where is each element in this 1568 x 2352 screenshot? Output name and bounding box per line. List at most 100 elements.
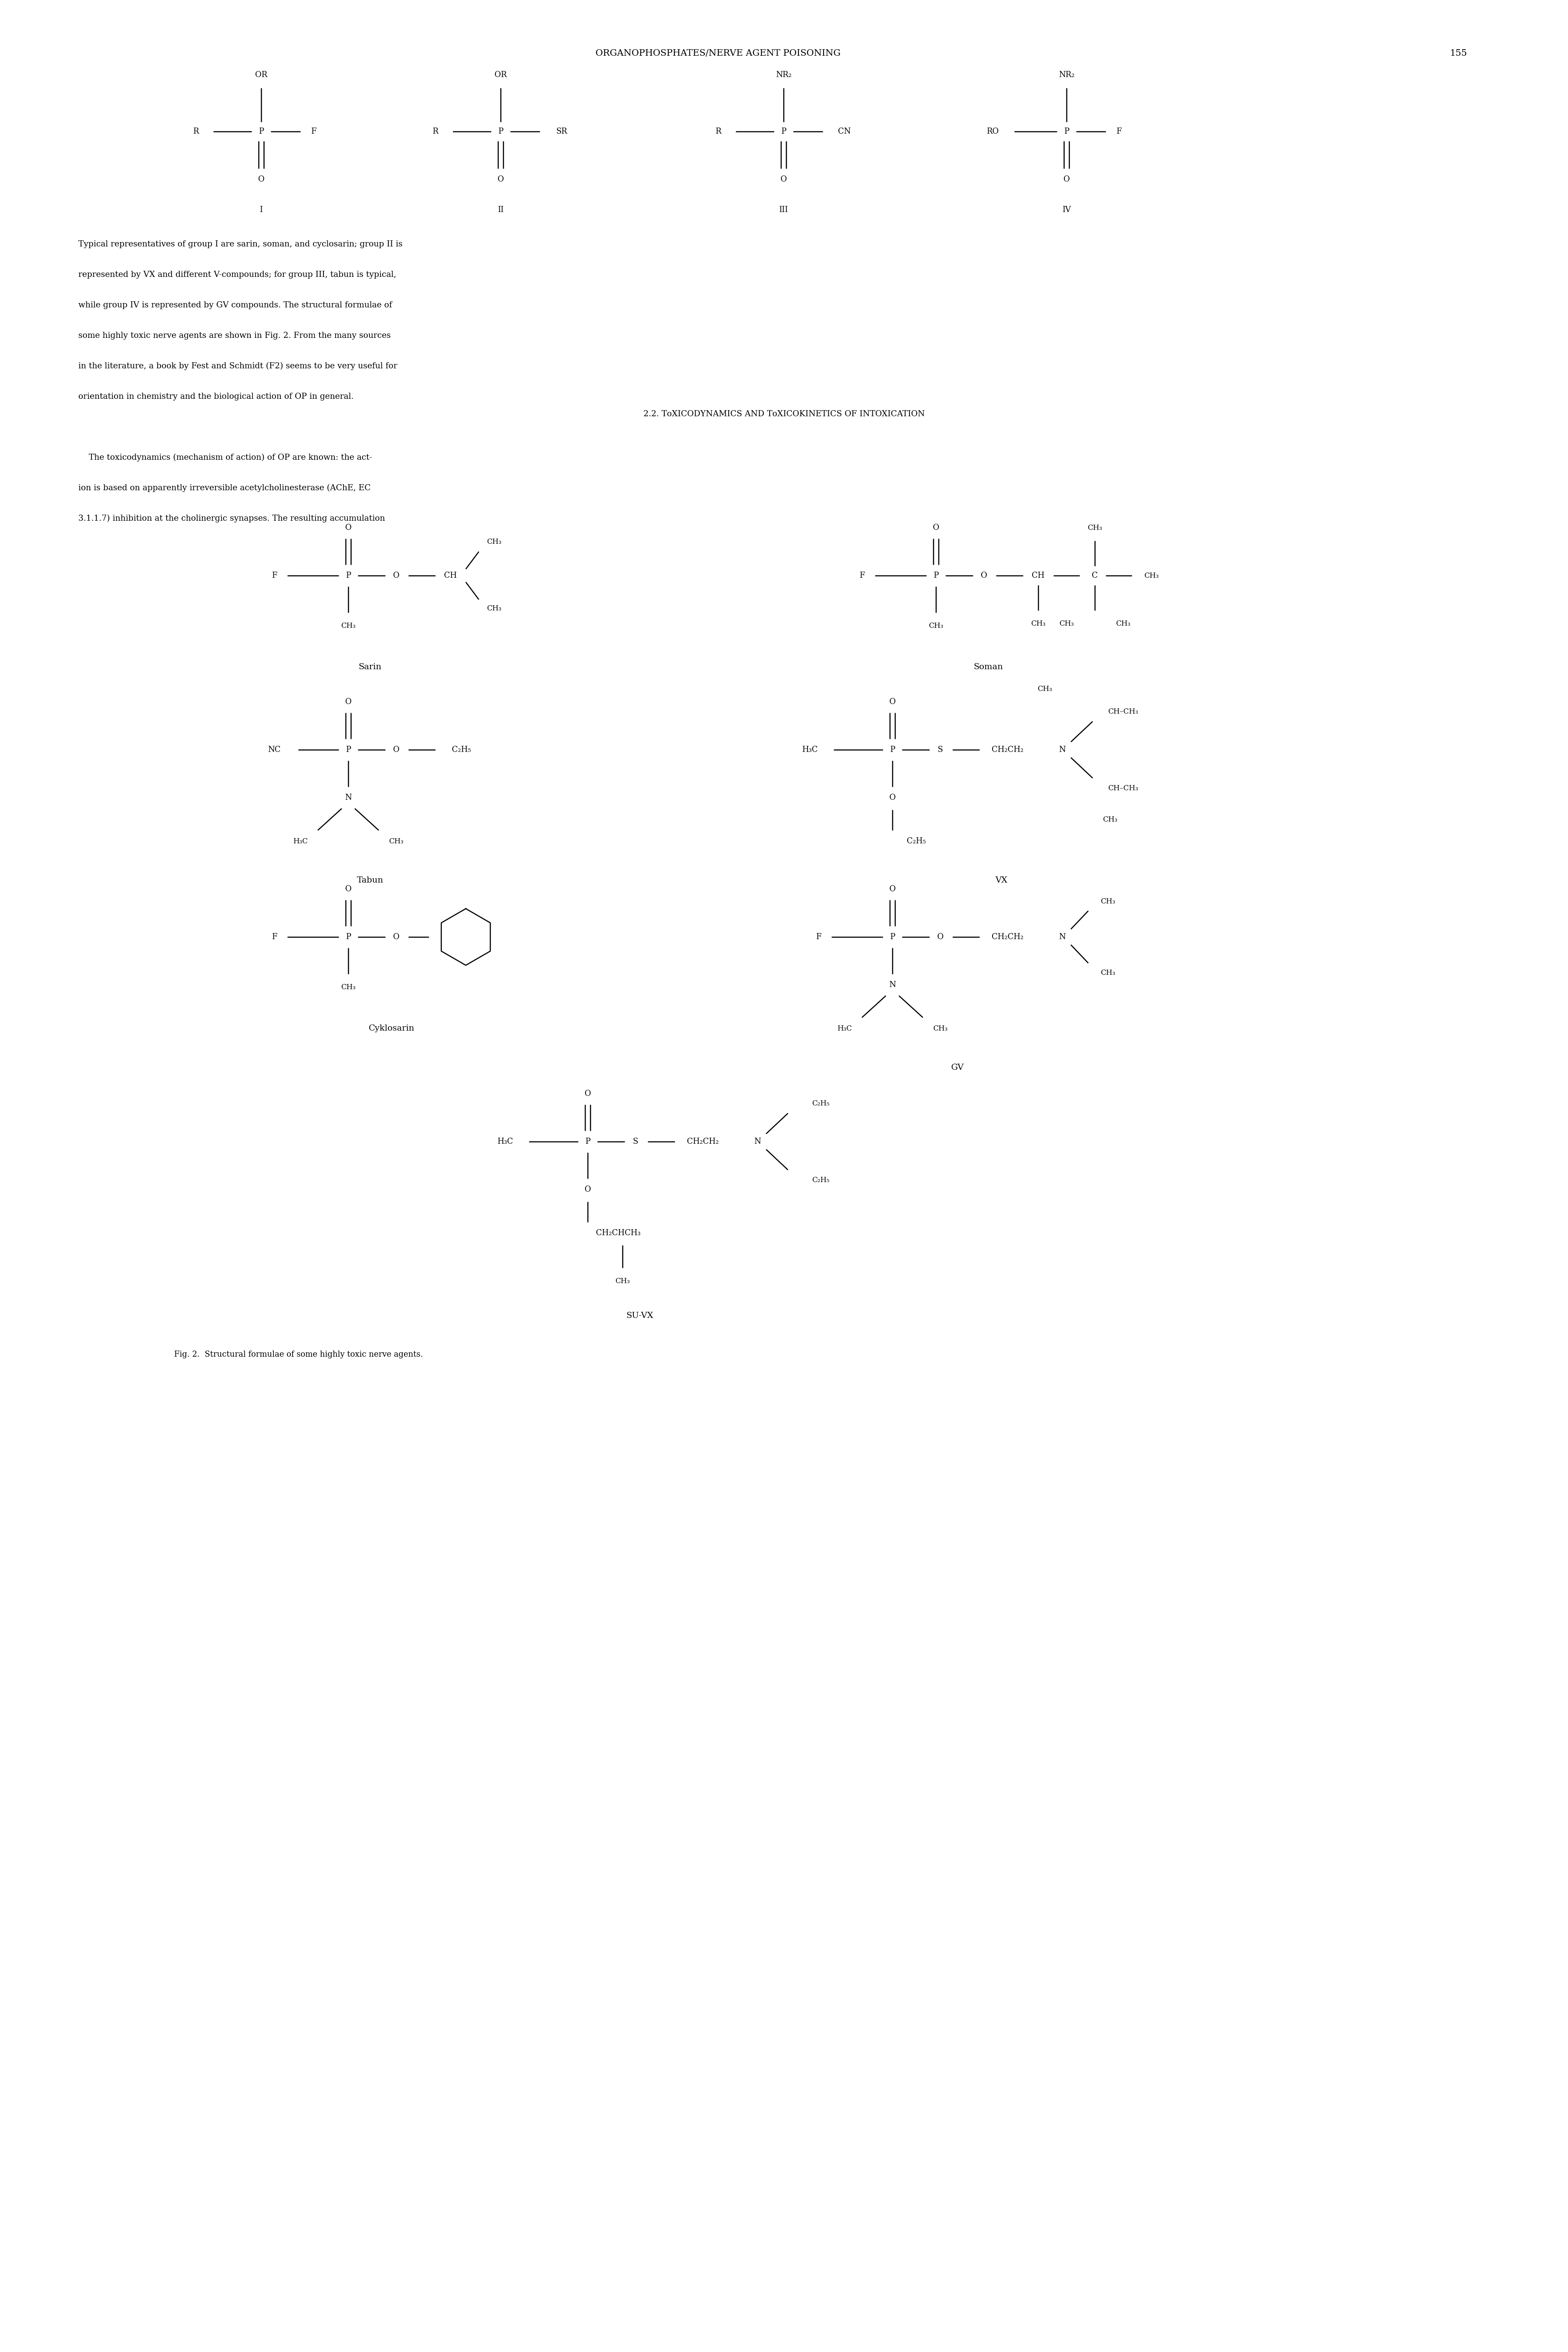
Text: O: O bbox=[889, 793, 895, 802]
Text: CH₃: CH₃ bbox=[1101, 898, 1115, 906]
Text: P: P bbox=[1065, 127, 1069, 136]
Text: ion is based on apparently irreversible acetylcholinesterase (AChE, EC: ion is based on apparently irreversible … bbox=[78, 485, 370, 492]
Text: H₃C: H₃C bbox=[837, 1025, 851, 1033]
Text: O: O bbox=[585, 1185, 591, 1192]
Text: Fig. 2.  Structural formulae of some highly toxic nerve agents.: Fig. 2. Structural formulae of some high… bbox=[174, 1350, 423, 1359]
Text: N: N bbox=[1058, 746, 1066, 753]
Text: NR₂: NR₂ bbox=[1058, 71, 1074, 80]
Text: CH₃: CH₃ bbox=[389, 837, 403, 844]
Text: H₃C: H₃C bbox=[293, 837, 307, 844]
Text: CH: CH bbox=[1032, 572, 1044, 579]
Text: P: P bbox=[889, 934, 895, 941]
Text: R: R bbox=[715, 127, 721, 136]
Text: VX: VX bbox=[996, 877, 1007, 884]
Text: Typical representatives of group I are sarin, soman, and cyclosarin; group II is: Typical representatives of group I are s… bbox=[78, 240, 403, 249]
Text: NR₂: NR₂ bbox=[776, 71, 792, 80]
Text: SR: SR bbox=[557, 127, 568, 136]
Text: O: O bbox=[345, 524, 351, 532]
Text: O: O bbox=[889, 699, 895, 706]
Text: SU-VX: SU-VX bbox=[626, 1312, 654, 1319]
Text: F: F bbox=[271, 934, 278, 941]
Text: III: III bbox=[779, 207, 789, 214]
Text: CH₃: CH₃ bbox=[1101, 969, 1115, 976]
Text: O: O bbox=[1063, 176, 1069, 183]
Text: CH–CH₃: CH–CH₃ bbox=[1109, 708, 1138, 715]
Text: O: O bbox=[980, 572, 986, 579]
Text: P: P bbox=[345, 746, 351, 753]
Text: CH₃: CH₃ bbox=[486, 604, 502, 612]
Text: O: O bbox=[585, 1089, 591, 1098]
Text: CH₃: CH₃ bbox=[1102, 816, 1118, 823]
Text: CH₃: CH₃ bbox=[1116, 621, 1131, 628]
Text: F: F bbox=[310, 127, 317, 136]
Text: O: O bbox=[889, 884, 895, 894]
Text: O: O bbox=[259, 176, 265, 183]
Text: RO: RO bbox=[986, 127, 999, 136]
Text: some highly toxic nerve agents are shown in Fig. 2. From the many sources: some highly toxic nerve agents are shown… bbox=[78, 332, 390, 339]
Text: F: F bbox=[271, 572, 278, 579]
Text: OR: OR bbox=[256, 71, 267, 80]
Text: O: O bbox=[345, 884, 351, 894]
Text: Cyklosarin: Cyklosarin bbox=[368, 1025, 416, 1033]
Text: C: C bbox=[1091, 572, 1098, 579]
Text: P: P bbox=[933, 572, 939, 579]
Text: Tabun: Tabun bbox=[358, 877, 383, 884]
Text: R: R bbox=[433, 127, 437, 136]
Text: CH₃: CH₃ bbox=[933, 1025, 947, 1033]
Text: orientation in chemistry and the biological action of OP in general.: orientation in chemistry and the biologi… bbox=[78, 393, 354, 400]
Text: CH₂CH₂: CH₂CH₂ bbox=[993, 746, 1024, 753]
Text: F: F bbox=[859, 572, 864, 579]
Text: CH₃: CH₃ bbox=[486, 539, 502, 546]
Text: CH₂CHCH₃: CH₂CHCH₃ bbox=[596, 1230, 640, 1237]
Text: O: O bbox=[394, 572, 400, 579]
Text: NC: NC bbox=[268, 746, 281, 753]
Text: N: N bbox=[1058, 934, 1066, 941]
Text: ORGANOPHOSPHATES/NERVE AGENT POISONING: ORGANOPHOSPHATES/NERVE AGENT POISONING bbox=[596, 49, 840, 56]
Text: P: P bbox=[889, 746, 895, 753]
Text: F: F bbox=[1116, 127, 1121, 136]
Text: CH₃: CH₃ bbox=[1038, 684, 1052, 691]
Text: O: O bbox=[345, 699, 351, 706]
Text: in the literature, a book by Fest and Schmidt (F2) seems to be very useful for: in the literature, a book by Fest and Sc… bbox=[78, 362, 397, 369]
Text: CH₃: CH₃ bbox=[340, 983, 356, 990]
Text: H₃C: H₃C bbox=[497, 1138, 513, 1145]
Text: CH₃: CH₃ bbox=[1058, 621, 1074, 628]
Text: CN: CN bbox=[837, 127, 851, 136]
Text: N: N bbox=[345, 793, 351, 802]
Text: GV: GV bbox=[952, 1063, 964, 1073]
Text: CH₃: CH₃ bbox=[1145, 572, 1159, 579]
Text: CH₃: CH₃ bbox=[928, 621, 944, 630]
Text: C₂H₅: C₂H₅ bbox=[452, 746, 470, 753]
Text: OR: OR bbox=[494, 71, 506, 80]
Text: CH₃: CH₃ bbox=[1088, 524, 1102, 532]
Text: O: O bbox=[781, 176, 787, 183]
Text: O: O bbox=[938, 934, 944, 941]
Text: C₂H₅: C₂H₅ bbox=[812, 1176, 829, 1183]
Text: C₂H₅: C₂H₅ bbox=[906, 837, 925, 844]
Text: 3.1.1.7) inhibition at the cholinergic synapses. The resulting accumulation: 3.1.1.7) inhibition at the cholinergic s… bbox=[78, 515, 386, 522]
Text: P: P bbox=[345, 572, 351, 579]
Text: while group IV is represented by GV compounds. The structural formulae of: while group IV is represented by GV comp… bbox=[78, 301, 392, 308]
Text: N: N bbox=[754, 1138, 760, 1145]
Text: CH₂CH₂: CH₂CH₂ bbox=[993, 934, 1024, 941]
Text: P: P bbox=[259, 127, 263, 136]
Text: CH–CH₃: CH–CH₃ bbox=[1109, 783, 1138, 793]
Text: I: I bbox=[260, 207, 263, 214]
Text: Sarin: Sarin bbox=[359, 663, 381, 670]
Text: P: P bbox=[345, 934, 351, 941]
Text: CH₃: CH₃ bbox=[615, 1277, 630, 1284]
Text: 2.2. TᴏXICODYNAMICS AND TᴏXICOKINETICS OF INTOXICATION: 2.2. TᴏXICODYNAMICS AND TᴏXICOKINETICS O… bbox=[643, 409, 925, 419]
Text: CH: CH bbox=[444, 572, 456, 579]
Text: N: N bbox=[889, 981, 895, 988]
Text: C₂H₅: C₂H₅ bbox=[812, 1101, 829, 1108]
Text: S: S bbox=[633, 1138, 638, 1145]
Text: R: R bbox=[193, 127, 199, 136]
Text: CH₂CH₂: CH₂CH₂ bbox=[687, 1138, 720, 1145]
Text: II: II bbox=[497, 207, 503, 214]
Text: CH₃: CH₃ bbox=[1030, 621, 1046, 628]
Text: O: O bbox=[394, 934, 400, 941]
Text: Soman: Soman bbox=[974, 663, 1004, 670]
Text: O: O bbox=[497, 176, 503, 183]
Text: H₃C: H₃C bbox=[801, 746, 817, 753]
Text: O: O bbox=[394, 746, 400, 753]
